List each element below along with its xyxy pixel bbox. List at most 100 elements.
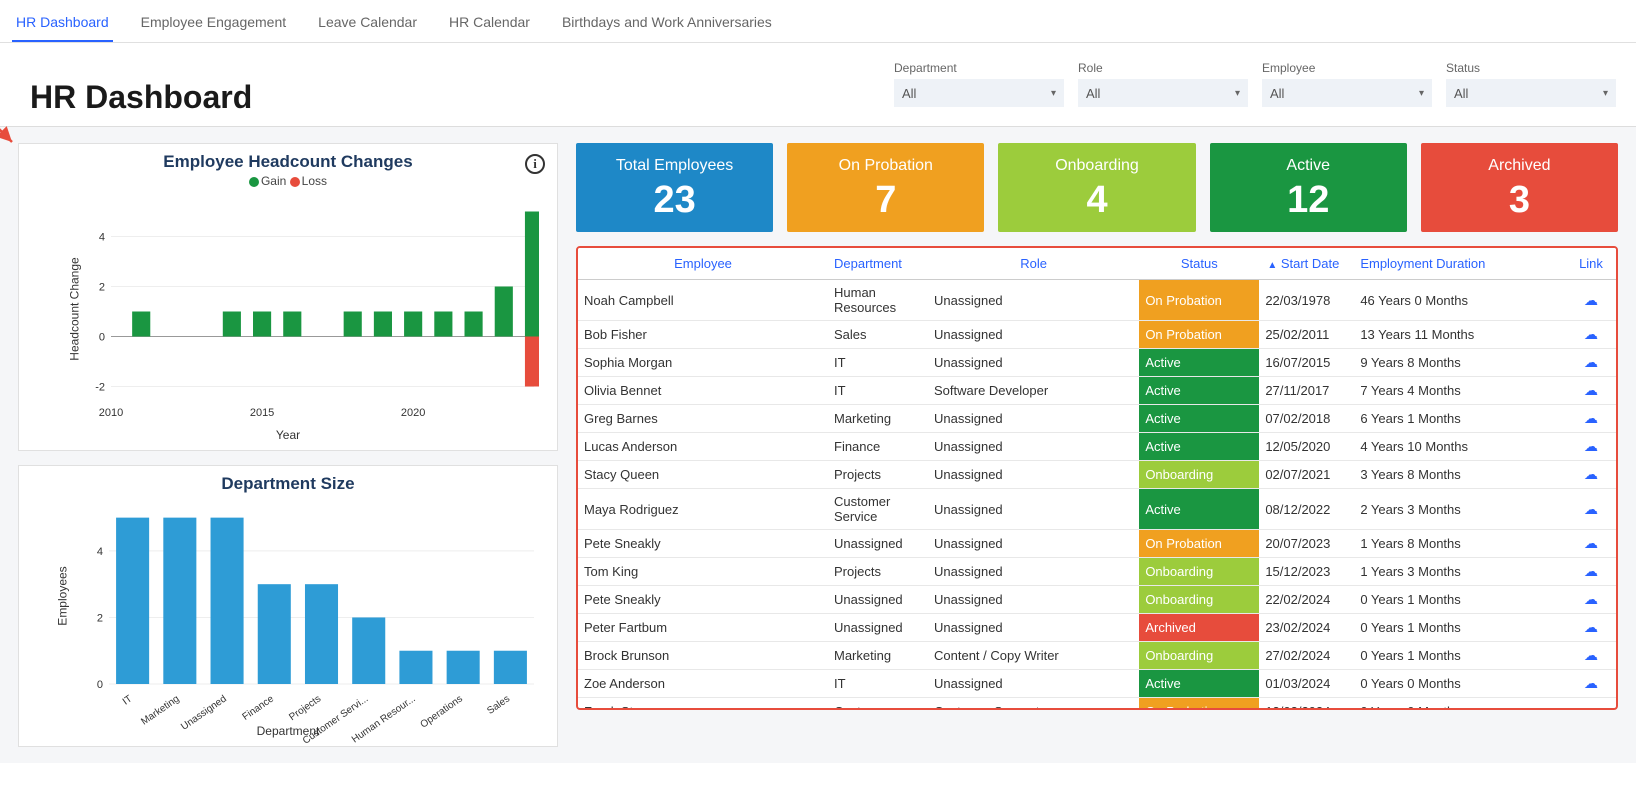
table-cell: 1 Years 3 Months — [1354, 558, 1566, 586]
filter-select[interactable]: All▾ — [1078, 79, 1248, 107]
table-cell: 02/07/2021 — [1259, 461, 1354, 489]
link-icon: ☁ — [1584, 703, 1598, 708]
link-cell[interactable]: ☁ — [1566, 405, 1616, 433]
table-cell: Noah Campbell — [578, 280, 828, 321]
column-header[interactable]: Department — [828, 248, 928, 280]
table-row[interactable]: Noah CampbellHuman ResourcesUnassignedOn… — [578, 280, 1616, 321]
table-row[interactable]: Brock BrunsonMarketingContent / Copy Wri… — [578, 642, 1616, 670]
table-cell: 01/03/2024 — [1259, 670, 1354, 698]
table-row[interactable]: Lucas AndersonFinanceUnassignedActive12/… — [578, 433, 1616, 461]
table-scroll[interactable]: EmployeeDepartmentRoleStatus▲ Start Date… — [578, 248, 1616, 708]
column-header[interactable]: ▲ Start Date — [1259, 248, 1354, 280]
filter-label: Role — [1078, 61, 1248, 75]
left-column: Employee Headcount Changes Gain Loss i H… — [18, 143, 558, 747]
link-cell[interactable]: ☁ — [1566, 558, 1616, 586]
svg-text:Marketing: Marketing — [139, 693, 181, 727]
column-header[interactable]: Role — [928, 248, 1139, 280]
table-cell: Active — [1139, 349, 1259, 377]
table-row[interactable]: Frank StevensonCustomerCustomer SupportO… — [578, 698, 1616, 709]
stat-label: Total Employees — [584, 157, 765, 175]
headcount-chart: -2024201020152020 — [81, 194, 539, 424]
table-cell: Sophia Morgan — [578, 349, 828, 377]
legend-item: Loss — [290, 174, 327, 188]
link-cell[interactable]: ☁ — [1566, 670, 1616, 698]
table-row[interactable]: Pete SneaklyUnassignedUnassignedOn Proba… — [578, 530, 1616, 558]
link-icon: ☁ — [1584, 675, 1598, 691]
stat-card-archived[interactable]: Archived3 — [1421, 143, 1618, 232]
table-cell: 9 Years 8 Months — [1354, 349, 1566, 377]
tab-hr-calendar[interactable]: HR Calendar — [445, 8, 534, 42]
table-cell: 13/03/2024 — [1259, 698, 1354, 709]
stat-label: Onboarding — [1006, 157, 1187, 175]
table-cell: Marketing — [828, 405, 928, 433]
table-cell: Pete Sneakly — [578, 530, 828, 558]
table-row[interactable]: Stacy QueenProjectsUnassignedOnboarding0… — [578, 461, 1616, 489]
table-row[interactable]: Bob FisherSalesUnassignedOn Probation25/… — [578, 321, 1616, 349]
stat-card-active[interactable]: Active12 — [1210, 143, 1407, 232]
link-cell[interactable]: ☁ — [1566, 377, 1616, 405]
stats-row: Total Employees23On Probation7Onboarding… — [576, 143, 1618, 232]
sort-asc-icon: ▲ — [1267, 260, 1277, 271]
table-cell: Tom King — [578, 558, 828, 586]
svg-text:4: 4 — [97, 546, 103, 558]
table-cell: Onboarding — [1139, 642, 1259, 670]
info-icon[interactable]: i — [525, 154, 545, 174]
table-cell: Lucas Anderson — [578, 433, 828, 461]
filter-select[interactable]: All▾ — [894, 79, 1064, 107]
table-cell: 07/02/2018 — [1259, 405, 1354, 433]
table-row[interactable]: Zoe AndersonITUnassignedActive01/03/2024… — [578, 670, 1616, 698]
table-row[interactable]: Tom KingProjectsUnassignedOnboarding15/1… — [578, 558, 1616, 586]
stat-card-onboarding[interactable]: Onboarding 4 — [998, 143, 1195, 232]
table-cell: Unassigned — [928, 280, 1139, 321]
table-cell: 15/12/2023 — [1259, 558, 1354, 586]
column-header[interactable]: Status — [1139, 248, 1259, 280]
table-cell: IT — [828, 349, 928, 377]
table-cell: 4 Years 10 Months — [1354, 433, 1566, 461]
filter-select[interactable]: All▾ — [1262, 79, 1432, 107]
table-row[interactable]: Olivia BennetITSoftware DeveloperActive2… — [578, 377, 1616, 405]
link-cell[interactable]: ☁ — [1566, 349, 1616, 377]
link-cell[interactable]: ☁ — [1566, 489, 1616, 530]
link-icon: ☁ — [1584, 563, 1598, 579]
table-cell: 25/02/2011 — [1259, 321, 1354, 349]
link-cell[interactable]: ☁ — [1566, 321, 1616, 349]
x-axis-label: Department — [31, 724, 545, 738]
table-row[interactable]: Maya RodriguezCustomer ServiceUnassigned… — [578, 489, 1616, 530]
svg-text:Projects: Projects — [287, 693, 323, 723]
link-cell[interactable]: ☁ — [1566, 461, 1616, 489]
chevron-down-icon: ▾ — [1603, 88, 1608, 99]
column-header[interactable]: Employment Duration — [1354, 248, 1566, 280]
table-row[interactable]: Sophia MorganITUnassignedActive16/07/201… — [578, 349, 1616, 377]
tab-leave-calendar[interactable]: Leave Calendar — [314, 8, 421, 42]
tab-birthdays-and-work-anniversaries[interactable]: Birthdays and Work Anniversaries — [558, 8, 776, 42]
link-cell[interactable]: ☁ — [1566, 433, 1616, 461]
table-cell: 7 Years 4 Months — [1354, 377, 1566, 405]
link-cell[interactable]: ☁ — [1566, 698, 1616, 709]
link-cell[interactable]: ☁ — [1566, 530, 1616, 558]
stat-card-total-employees[interactable]: Total Employees 23 — [576, 143, 773, 232]
link-cell[interactable]: ☁ — [1566, 280, 1616, 321]
table-row[interactable]: Pete SneaklyUnassignedUnassignedOnboardi… — [578, 586, 1616, 614]
table-cell: Customer Service — [828, 489, 928, 530]
link-cell[interactable]: ☁ — [1566, 586, 1616, 614]
column-header[interactable]: Employee — [578, 248, 828, 280]
link-cell[interactable]: ☁ — [1566, 614, 1616, 642]
link-icon: ☁ — [1584, 647, 1598, 663]
table-row[interactable]: Peter FartbumUnassignedUnassignedArchive… — [578, 614, 1616, 642]
table-cell: Active — [1139, 670, 1259, 698]
tab-employee-engagement[interactable]: Employee Engagement — [137, 8, 291, 42]
table-cell: Pete Sneakly — [578, 586, 828, 614]
column-header[interactable]: Link — [1566, 248, 1616, 280]
link-cell[interactable]: ☁ — [1566, 642, 1616, 670]
filter-select[interactable]: All▾ — [1446, 79, 1616, 107]
stat-card-on-probation[interactable]: On Probation7 — [787, 143, 984, 232]
table-row[interactable]: Greg BarnesMarketingUnassignedActive07/0… — [578, 405, 1616, 433]
table-cell: 13 Years 11 Months — [1354, 321, 1566, 349]
stat-value: 23 — [584, 179, 765, 222]
link-icon: ☁ — [1584, 501, 1598, 517]
tab-hr-dashboard[interactable]: HR Dashboard — [12, 8, 113, 42]
table-cell: Projects — [828, 461, 928, 489]
table-cell: Stacy Queen — [578, 461, 828, 489]
stat-value: 4 — [1006, 179, 1187, 222]
table-cell: Archived — [1139, 614, 1259, 642]
